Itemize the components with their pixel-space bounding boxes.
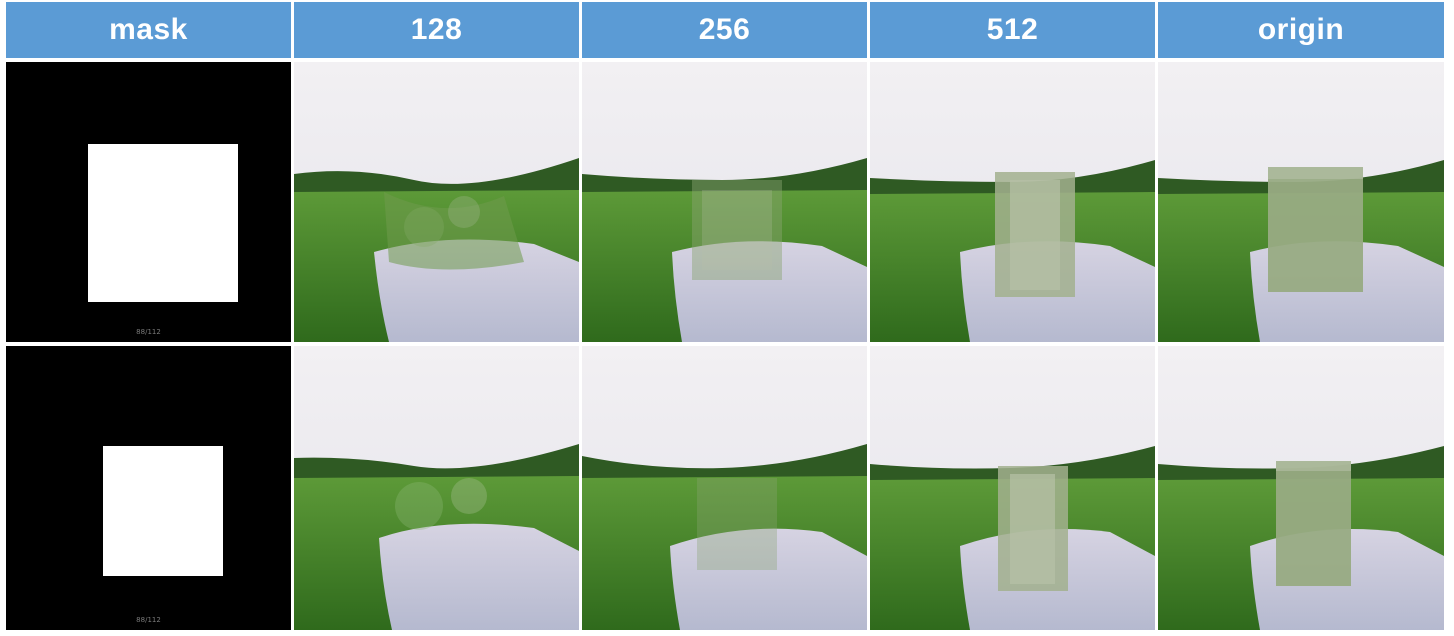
landscape-image xyxy=(1158,62,1444,342)
result-128-row-1 xyxy=(294,62,579,342)
result-512-row-1 xyxy=(870,62,1155,342)
result-256-row-1 xyxy=(582,62,867,342)
landscape-image xyxy=(870,346,1155,630)
landscape-image xyxy=(870,62,1155,342)
result-128-row-2 xyxy=(294,346,579,630)
landscape-image xyxy=(582,346,867,630)
result-512-row-2 xyxy=(870,346,1155,630)
mask-image-row-1: 88/112 xyxy=(6,62,291,342)
mask-caption: 88/112 xyxy=(136,328,161,336)
origin-image-row-2 xyxy=(1158,346,1444,630)
landscape-image xyxy=(582,62,867,342)
landscape-image xyxy=(294,346,579,630)
mask-caption: 88/112 xyxy=(136,616,161,624)
mask-square xyxy=(88,144,238,302)
origin-image-row-1 xyxy=(1158,62,1444,342)
mask-image-row-2: 88/112 xyxy=(6,346,291,630)
result-256-row-2 xyxy=(582,346,867,630)
landscape-image xyxy=(294,62,579,342)
comparison-grid: mask 128 256 512 origin 88/112 xyxy=(6,2,1448,634)
landscape-image xyxy=(1158,346,1444,630)
column-header-origin: origin xyxy=(1158,2,1444,58)
column-header-mask: mask xyxy=(6,2,291,58)
column-header-256: 256 xyxy=(582,2,867,58)
mask-square xyxy=(103,446,223,576)
column-header-128: 128 xyxy=(294,2,579,58)
column-header-512: 512 xyxy=(870,2,1155,58)
